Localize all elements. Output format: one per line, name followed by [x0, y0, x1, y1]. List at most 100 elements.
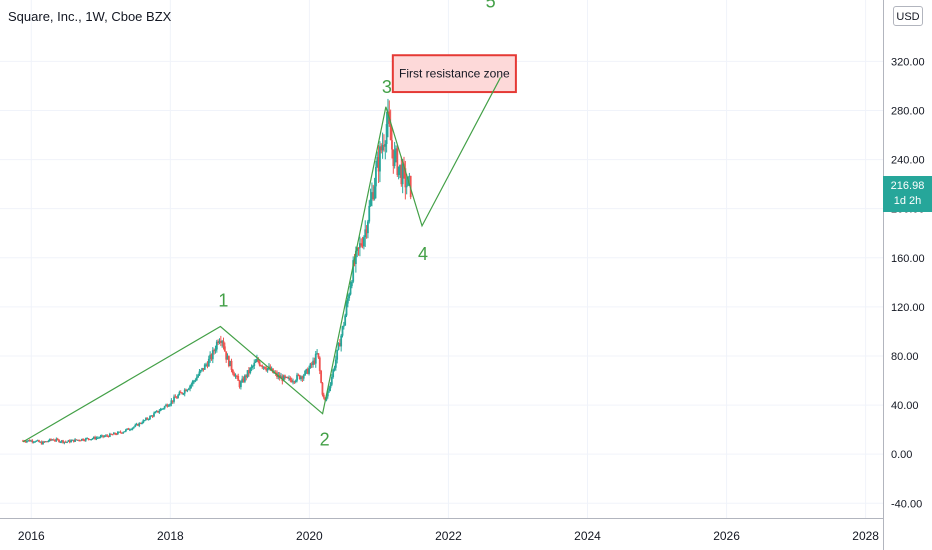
candle-body [215, 341, 218, 350]
candle-body [169, 404, 171, 406]
candle-body [314, 353, 317, 364]
candle-body [245, 375, 248, 378]
candle-body [298, 375, 301, 380]
candle-body [318, 357, 321, 371]
candle-body [72, 439, 75, 442]
candle-body [177, 395, 179, 398]
candle-body [83, 440, 86, 442]
candle-body [345, 303, 348, 316]
candle-body [48, 438, 51, 442]
candle-body [371, 192, 373, 200]
candle-body [381, 144, 384, 151]
candle-body [30, 440, 32, 442]
candle-body [149, 416, 151, 420]
candle-body [223, 346, 226, 352]
candle-body [193, 380, 195, 382]
last-price-value: 216.98 [890, 180, 925, 192]
candle-body [68, 440, 71, 443]
candle-body [118, 431, 121, 433]
candle-body [214, 349, 217, 351]
y-tick-label: 120.00 [891, 302, 925, 314]
candle-body [183, 389, 186, 394]
candle-body [350, 281, 353, 287]
candle-body [260, 365, 262, 367]
y-tick-label: 240.00 [891, 155, 925, 167]
candle-body [301, 376, 304, 379]
x-tick-label: 2022 [435, 529, 462, 543]
candle-body [336, 349, 339, 360]
candle-body [187, 388, 190, 390]
candle-body [405, 185, 408, 188]
candle-body [36, 440, 39, 442]
candle-body [31, 440, 34, 442]
candle-body [372, 192, 375, 200]
candle-body [234, 375, 237, 377]
candle-body [103, 436, 106, 438]
candle-body [342, 325, 345, 327]
candle-body [313, 360, 316, 364]
candle-body [110, 433, 113, 435]
candle-body [325, 396, 328, 401]
candle-body [107, 436, 110, 438]
candle-body [218, 341, 221, 343]
candle-body [235, 375, 238, 377]
candle-body [395, 148, 397, 151]
candle-body [349, 286, 352, 295]
candle-body [104, 435, 107, 437]
candle-body [171, 400, 174, 402]
candle-body [238, 380, 241, 388]
candle-body [286, 376, 289, 379]
candle-body [111, 434, 114, 436]
candle-body [173, 396, 175, 402]
candle-body [63, 441, 66, 443]
candle-body [28, 440, 31, 442]
candle-body [59, 441, 62, 443]
candle-body [392, 149, 395, 167]
candle-body [201, 368, 204, 371]
candle-body [159, 408, 162, 411]
y-tick-label: 0.00 [891, 449, 912, 461]
candle-body [203, 364, 206, 370]
candle-body [360, 243, 363, 246]
candle-body [297, 374, 300, 376]
candle-body [55, 438, 58, 441]
x-tick-label: 2016 [18, 529, 45, 543]
candle-body [375, 167, 377, 187]
candle-body [250, 366, 253, 368]
candle-body [219, 341, 222, 343]
x-tick-label: 2024 [574, 529, 601, 543]
candle-body [181, 392, 183, 394]
candle-body [22, 440, 24, 442]
y-tick-label: 80.00 [891, 351, 919, 363]
candle-body [320, 370, 323, 383]
candle-body [289, 378, 292, 381]
candle-body [266, 368, 269, 371]
candle-body [254, 361, 257, 363]
candle-body [330, 377, 333, 385]
candle-body [82, 438, 85, 441]
candle-body [75, 439, 78, 441]
candle-body [46, 441, 48, 443]
candle-body [96, 437, 99, 439]
candle-body [90, 439, 93, 441]
candle-body [26, 440, 28, 442]
candle-body [131, 427, 134, 430]
candle-body [86, 438, 89, 440]
candle-body [112, 432, 115, 435]
candle-body [284, 375, 286, 378]
candle-body [88, 439, 91, 441]
candle-body [293, 381, 296, 383]
elliott-wave-line[interactable] [22, 77, 502, 443]
candle-body [233, 373, 236, 377]
candle-body [95, 437, 98, 440]
candle-body [408, 175, 411, 177]
candle-body [138, 422, 141, 426]
candle-body [387, 111, 389, 125]
candle-body [249, 367, 252, 374]
currency-button[interactable]: USD [893, 6, 923, 26]
candle-body [290, 380, 293, 383]
candle-body [51, 439, 54, 441]
candle-body [186, 389, 189, 392]
candle-body [257, 358, 260, 362]
